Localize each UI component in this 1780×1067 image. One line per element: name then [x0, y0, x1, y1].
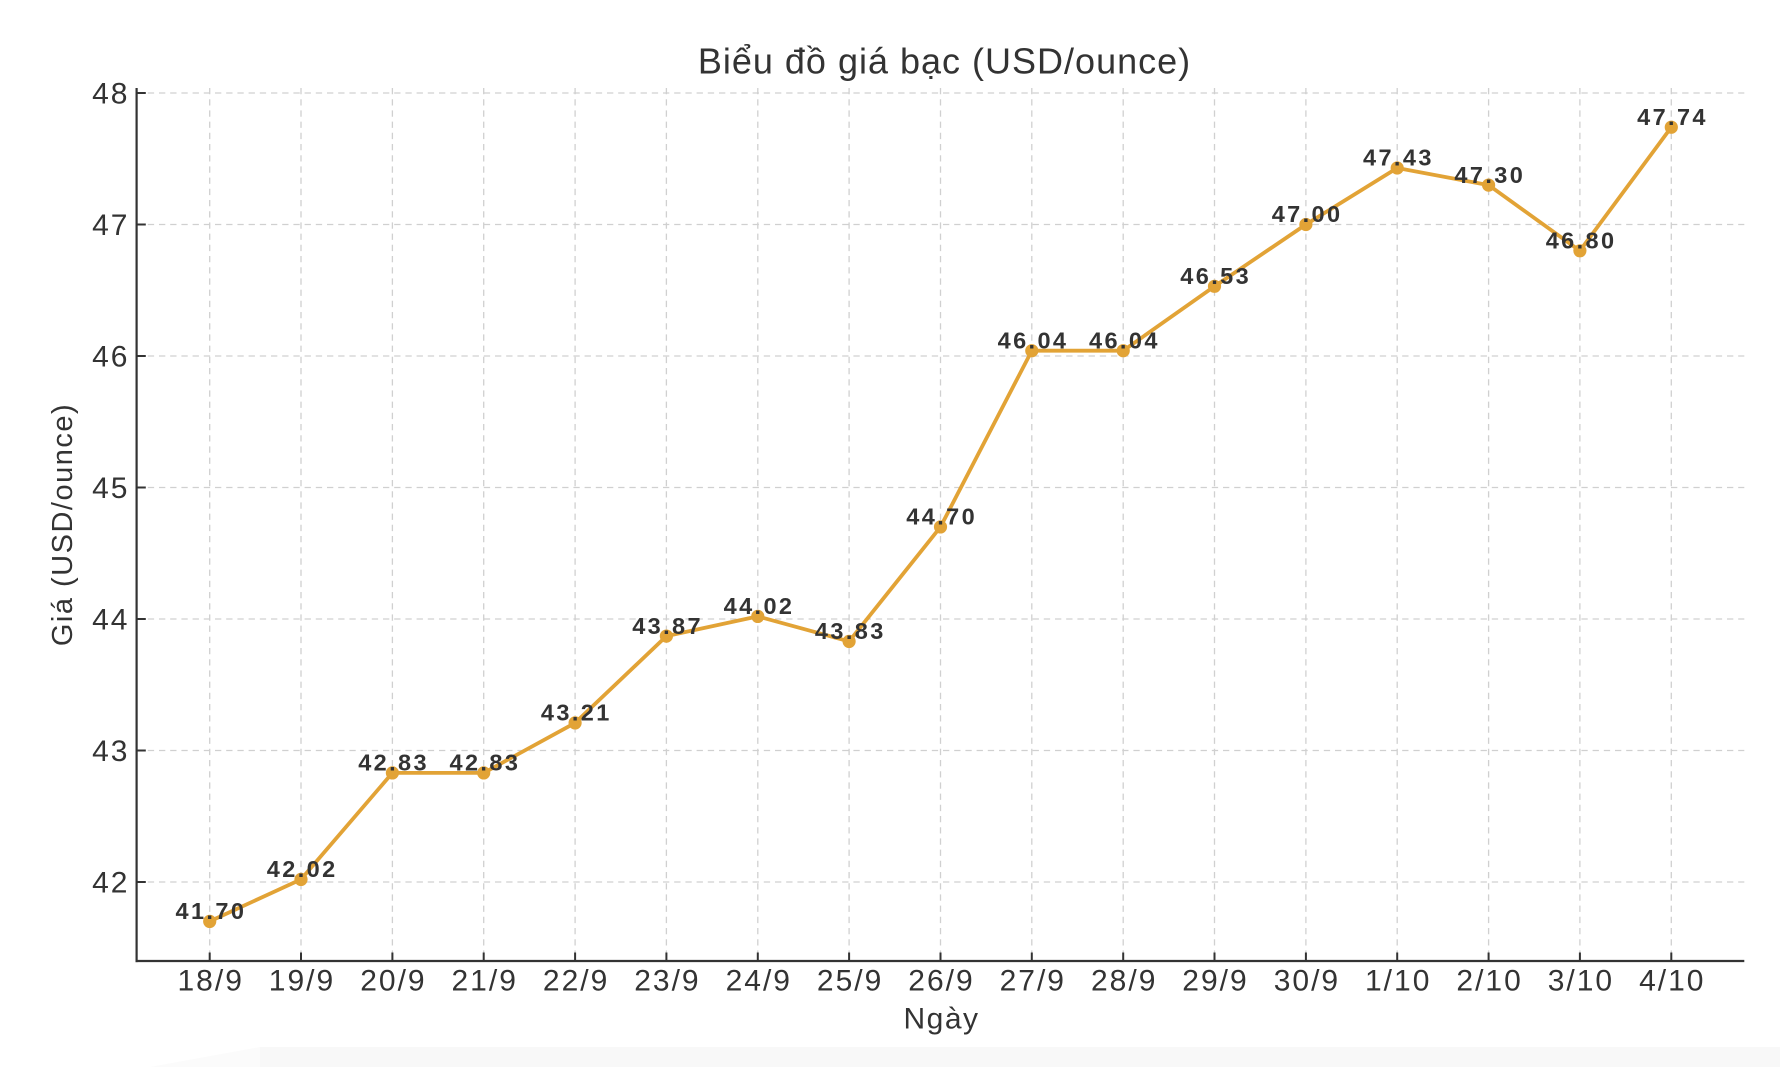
svg-text:21/9: 21/9 — [452, 965, 518, 998]
svg-text:Giá (USD/ounce): Giá (USD/ounce) — [47, 403, 79, 646]
svg-text:46.04: 46.04 — [998, 327, 1069, 353]
svg-text:43.21: 43.21 — [541, 700, 612, 726]
svg-text:47.00: 47.00 — [1272, 201, 1343, 227]
svg-text:27/9: 27/9 — [1000, 965, 1066, 998]
svg-text:30/9: 30/9 — [1274, 965, 1340, 998]
svg-text:Ngày: Ngày — [903, 1003, 979, 1036]
svg-text:46.80: 46.80 — [1546, 228, 1617, 254]
svg-text:42.02: 42.02 — [267, 856, 338, 882]
svg-text:44: 44 — [92, 603, 129, 636]
svg-text:48: 48 — [92, 77, 129, 110]
svg-text:4/10: 4/10 — [1639, 965, 1705, 998]
svg-text:46.04: 46.04 — [1089, 327, 1160, 353]
svg-text:22/9: 22/9 — [543, 965, 609, 998]
svg-text:46: 46 — [92, 340, 129, 373]
svg-text:3/10: 3/10 — [1548, 965, 1614, 998]
svg-text:43: 43 — [92, 735, 129, 768]
svg-text:20/9: 20/9 — [360, 965, 426, 998]
svg-text:42.83: 42.83 — [358, 750, 429, 776]
svg-text:47.43: 47.43 — [1363, 145, 1434, 171]
svg-text:24/9: 24/9 — [726, 965, 792, 998]
svg-text:42.83: 42.83 — [449, 750, 520, 776]
svg-text:29/9: 29/9 — [1182, 965, 1248, 998]
svg-text:Biểu đồ giá bạc (USD/ounce): Biểu đồ giá bạc (USD/ounce) — [698, 41, 1191, 82]
svg-text:47.74: 47.74 — [1637, 104, 1708, 130]
svg-text:28/9: 28/9 — [1091, 965, 1157, 998]
svg-text:44.70: 44.70 — [906, 504, 977, 530]
svg-text:23/9: 23/9 — [634, 965, 700, 998]
svg-text:47.30: 47.30 — [1454, 162, 1525, 188]
svg-text:44.02: 44.02 — [724, 593, 795, 619]
svg-text:45: 45 — [92, 472, 129, 505]
svg-text:42: 42 — [92, 866, 129, 899]
svg-text:18/9: 18/9 — [178, 965, 244, 998]
svg-text:26/9: 26/9 — [908, 965, 974, 998]
svg-text:25/9: 25/9 — [817, 965, 883, 998]
svg-text:41.70: 41.70 — [175, 898, 246, 924]
svg-text:43.87: 43.87 — [632, 613, 703, 639]
svg-text:47: 47 — [92, 209, 129, 242]
svg-text:2/10: 2/10 — [1456, 965, 1522, 998]
svg-text:43.83: 43.83 — [815, 618, 886, 644]
svg-text:1/10: 1/10 — [1365, 965, 1431, 998]
svg-text:46.53: 46.53 — [1180, 263, 1251, 289]
svg-text:19/9: 19/9 — [269, 965, 335, 998]
